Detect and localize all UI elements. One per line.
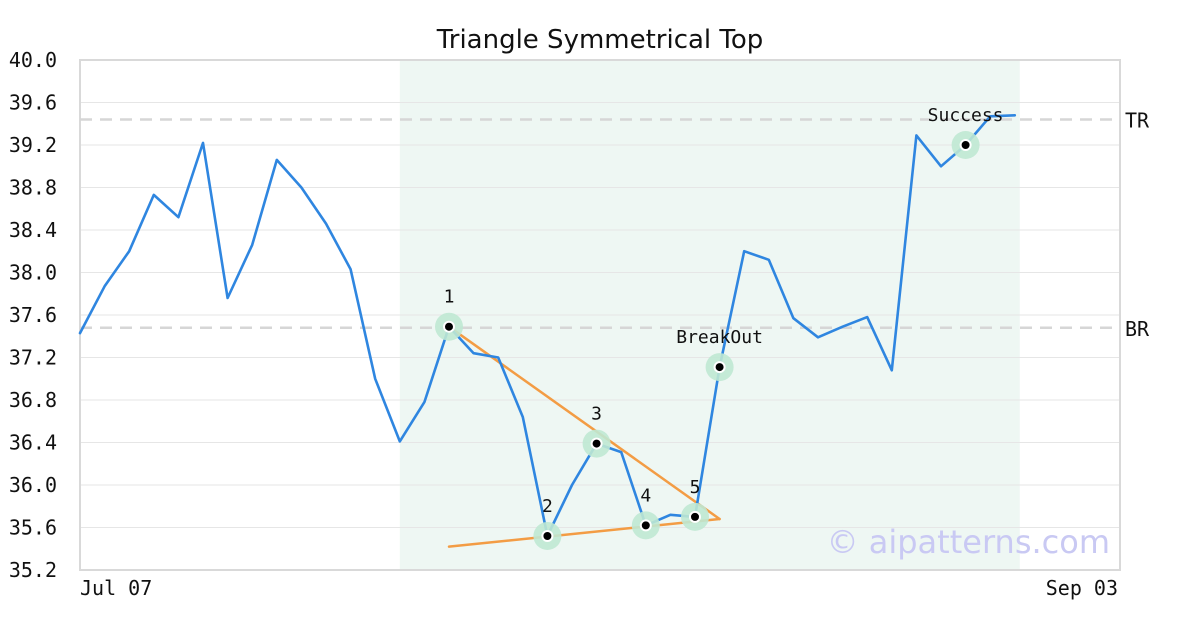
pattern-point-dot-breakout — [713, 361, 726, 374]
y-tick-label: 38.0 — [9, 261, 57, 285]
pattern-point-label-breakout: BreakOut — [676, 327, 763, 348]
y-tick-label: 39.2 — [9, 133, 57, 157]
y-tick-label: 36.4 — [9, 431, 57, 455]
y-tick-label: 38.8 — [9, 176, 57, 200]
y-tick-label: 35.2 — [9, 558, 57, 582]
pattern-point-label-3: 3 — [591, 404, 602, 425]
pattern-point-label-1: 1 — [444, 287, 455, 308]
pattern-point-dot-3 — [590, 437, 603, 450]
pattern-point-dot-1 — [443, 320, 455, 333]
trendline-layer — [447, 325, 721, 548]
pattern-point-label-2: 2 — [542, 496, 553, 517]
y-axis-ticks: 35.2 35.6 36.0 36.4 36.8 37.2 37.6 38.0 38.4 38.8… — [9, 48, 57, 582]
y-tick-label: 39.6 — [9, 91, 57, 115]
pattern-point-dot-4 — [639, 519, 652, 532]
y-tick-label: 35.6 — [9, 516, 57, 540]
trendline-2 — [447, 517, 721, 548]
pattern-point-dot-2 — [541, 530, 554, 542]
trendline-1 — [447, 325, 721, 521]
reference-label-tr: TR — [1125, 109, 1150, 133]
pattern-point-label-4: 4 — [640, 485, 651, 506]
pattern-point-dot-5 — [689, 510, 701, 523]
plot-frame — [79, 59, 1121, 571]
watermark: © aipatterns.com — [827, 523, 1110, 561]
y-tick-label: 37.2 — [9, 346, 57, 370]
y-tick-label: 36.0 — [9, 473, 57, 497]
chart-title: Triangle Symmetrical Top — [436, 25, 764, 55]
y-tick-label: 36.8 — [9, 388, 57, 412]
y-tick-label: 37.6 — [9, 303, 57, 327]
x-tick-label-start: Jul 07 — [80, 576, 152, 600]
y-tick-label: 40.0 — [9, 48, 57, 72]
reference-label-br: BR — [1125, 317, 1150, 341]
pattern-markers-layer: 1 2 3 4 5 BreakOut Success — [435, 105, 1004, 550]
pattern-point-dot-success — [959, 139, 972, 151]
y-tick-label: 38.4 — [9, 218, 57, 242]
x-tick-label-end: Sep 03 — [1046, 576, 1118, 600]
pattern-point-label-5: 5 — [690, 477, 701, 498]
reference-lines-layer: TR BR — [80, 109, 1150, 341]
grid-layer — [80, 59, 1120, 571]
pattern-point-label-success: Success — [928, 105, 1004, 126]
